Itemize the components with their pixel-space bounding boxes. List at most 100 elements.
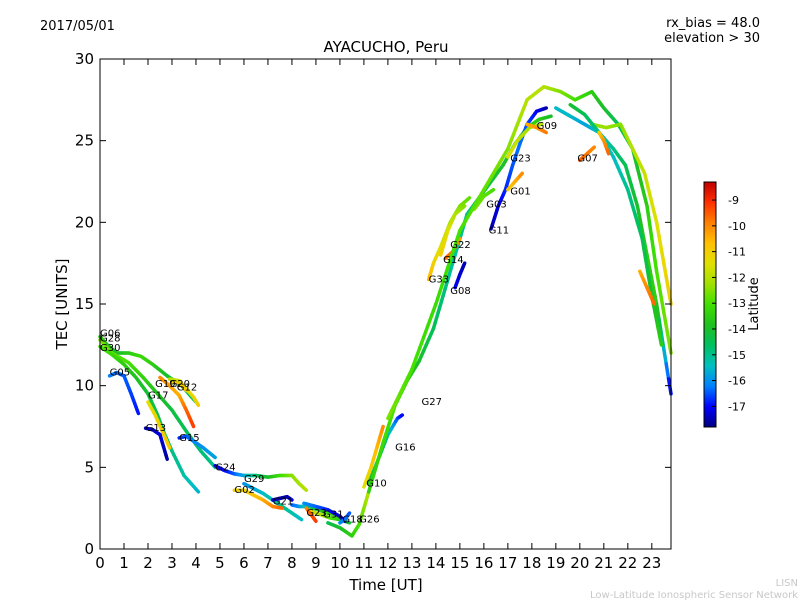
sat-label: G22	[450, 240, 470, 251]
sat-label: G06	[100, 328, 120, 339]
series-segment	[462, 261, 467, 267]
sat-label: G23	[306, 508, 326, 519]
colorbar-tick-label: -16	[728, 375, 746, 388]
series-segment	[346, 511, 352, 516]
series-segment	[657, 317, 664, 336]
x-tick-label: 1	[119, 554, 129, 572]
series-segment	[657, 234, 664, 252]
sat-label: G15	[179, 433, 199, 444]
sat-label: G05	[110, 368, 130, 379]
colorbar-tick-label: -9	[728, 194, 739, 207]
sat-label: G08	[450, 286, 470, 297]
series-G19	[158, 375, 196, 429]
series-segment	[298, 516, 304, 522]
series-segment	[662, 310, 668, 328]
x-tick-label: 20	[570, 554, 589, 572]
sat-label: G24	[215, 462, 235, 473]
series-G09	[525, 122, 548, 135]
series-segment	[651, 247, 657, 263]
x-tick-label: 17	[498, 554, 517, 572]
sat-label: G33	[429, 275, 449, 286]
series-segment	[446, 253, 454, 269]
series-segment	[183, 387, 189, 393]
series-segment	[547, 114, 553, 119]
x-tick-label: 3	[167, 554, 177, 572]
series-segment	[399, 413, 405, 418]
series-segment	[410, 356, 418, 372]
sat-label: G30	[100, 343, 120, 354]
sat-label: G19	[155, 379, 175, 390]
sat-label: G02	[234, 485, 254, 496]
sat-label: G09	[537, 121, 557, 132]
series-segment	[645, 204, 651, 219]
series-S_right2	[590, 122, 673, 306]
series-G08	[453, 261, 467, 290]
series-segment	[422, 324, 430, 339]
colorbar-label: Latitude	[747, 277, 762, 331]
series-segment	[662, 347, 668, 366]
series-segment	[454, 228, 462, 245]
colorbar-ticks: -9 -10 -11 -12 -13 -14 -15 -16 -17	[712, 194, 746, 413]
colorbar-tick-label: -10	[728, 220, 746, 233]
series-segment	[164, 453, 169, 461]
series-G13	[143, 426, 169, 461]
y-tick-label: 15	[75, 295, 94, 313]
series-G17	[146, 400, 172, 450]
series-G18	[338, 511, 352, 525]
sat-label: G28	[100, 333, 120, 344]
sat-label: G29	[244, 474, 264, 485]
series-segment	[450, 241, 458, 257]
series-segment	[289, 497, 294, 502]
x-tick-label: 14	[426, 554, 445, 572]
x-tick-label: 9	[311, 554, 321, 572]
series-segment	[657, 283, 664, 301]
series-segment	[346, 520, 352, 525]
sat-label: G20	[170, 379, 190, 390]
series-segment	[537, 122, 544, 127]
series-G21	[270, 494, 294, 502]
x-tick-label: 21	[594, 554, 613, 572]
series-S_main	[386, 85, 673, 421]
x-tick-label: 7	[263, 554, 273, 572]
series-segment	[654, 302, 661, 321]
series-segment	[461, 204, 467, 210]
colorbar-tick-label: -11	[728, 246, 746, 259]
date-label: 2017/05/01	[40, 19, 115, 34]
series-G23b	[506, 122, 544, 159]
series-segment	[650, 236, 656, 252]
series-segment	[418, 334, 426, 350]
series-segment	[542, 129, 548, 135]
sat-label: G16	[395, 443, 415, 454]
sat-label: G12	[177, 382, 197, 393]
series-segment	[490, 187, 496, 193]
series-segment	[646, 215, 652, 230]
x-tick-label: 4	[191, 554, 201, 572]
x-tick-label: 13	[402, 554, 421, 572]
colorbar-tick-label: -17	[728, 400, 746, 413]
colorbar-tick-label: -13	[728, 297, 746, 310]
series-segment	[430, 302, 438, 317]
sat-label: G14	[443, 255, 463, 266]
series-segment	[664, 275, 671, 293]
series-segment	[190, 422, 196, 429]
sat-label: G23	[510, 154, 530, 165]
series-G10	[362, 424, 385, 489]
series-segment	[380, 424, 385, 431]
series-G05	[107, 370, 141, 416]
series-segment	[442, 265, 450, 282]
y-tick-label: 10	[75, 377, 94, 395]
x-tick-label: 10	[330, 554, 349, 572]
series-G01b	[506, 171, 525, 192]
colorbar	[703, 181, 717, 428]
series-segment	[648, 226, 654, 241]
x-tick-label: 19	[546, 554, 565, 572]
series-segment	[466, 196, 472, 201]
series-G02	[232, 488, 285, 510]
x-tick-label: 22	[618, 554, 637, 572]
colorbar-tick-label: -14	[728, 323, 746, 336]
series-G14	[304, 506, 318, 523]
series-segment	[591, 145, 596, 151]
series-segment	[659, 247, 666, 265]
